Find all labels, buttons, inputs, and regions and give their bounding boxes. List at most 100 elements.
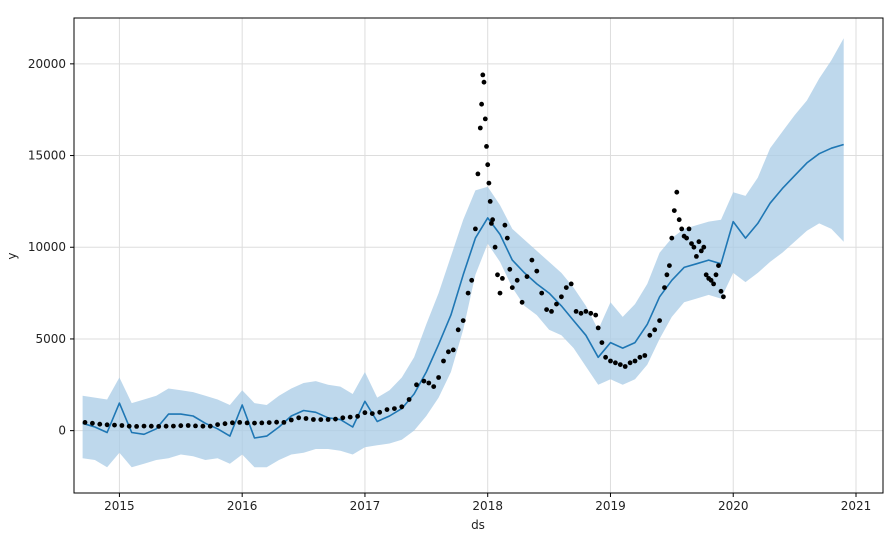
observed-point bbox=[482, 116, 488, 122]
observed-point bbox=[563, 285, 569, 290]
observed-point bbox=[689, 241, 694, 247]
observed-point bbox=[694, 254, 699, 259]
observed-point bbox=[504, 235, 510, 241]
observed-point bbox=[674, 189, 680, 195]
observed-point bbox=[244, 420, 250, 426]
observed-point bbox=[622, 364, 628, 369]
observed-point bbox=[484, 144, 489, 149]
observed-point bbox=[185, 423, 191, 428]
x-tick-label-2021: 2021 bbox=[841, 499, 872, 513]
x-tick-label-2019: 2019 bbox=[595, 499, 626, 513]
observed-point bbox=[406, 397, 412, 402]
observed-point bbox=[274, 419, 279, 425]
observed-point bbox=[642, 353, 648, 358]
observed-point bbox=[230, 420, 235, 426]
observed-point bbox=[325, 417, 331, 422]
observed-point bbox=[669, 235, 675, 241]
observed-point bbox=[119, 423, 125, 428]
observed-point bbox=[652, 327, 658, 333]
observed-point bbox=[455, 327, 461, 333]
observed-point bbox=[559, 294, 564, 300]
observed-point bbox=[588, 310, 594, 316]
observed-point bbox=[603, 354, 608, 360]
observed-point bbox=[222, 421, 228, 427]
observed-point bbox=[215, 422, 221, 427]
observed-point bbox=[696, 239, 702, 245]
observed-point bbox=[384, 407, 390, 412]
observed-point bbox=[500, 276, 505, 281]
plot-frame bbox=[73, 17, 884, 494]
observed-point bbox=[718, 288, 724, 294]
observed-point bbox=[426, 380, 432, 386]
x-tick-label-2016: 2016 bbox=[227, 499, 258, 513]
y-axis-ticks: 0 5000 10000 15000 20000 bbox=[28, 57, 74, 438]
observed-point bbox=[392, 406, 397, 411]
observed-point bbox=[485, 162, 491, 168]
uncertainty-band bbox=[82, 38, 844, 468]
observed-point bbox=[713, 272, 719, 278]
observed-point bbox=[446, 349, 451, 355]
observed-point bbox=[487, 199, 493, 204]
observed-point bbox=[200, 423, 206, 429]
observed-point bbox=[667, 263, 672, 268]
observed-point bbox=[686, 226, 692, 232]
observed-point bbox=[647, 332, 653, 338]
y-tick-label-15000: 15000 bbox=[28, 149, 66, 163]
y-tick-label-0: 0 bbox=[58, 424, 66, 438]
observed-point bbox=[296, 415, 302, 421]
observed-point bbox=[436, 375, 441, 380]
observed-point bbox=[524, 274, 530, 279]
observed-point bbox=[369, 411, 375, 416]
observed-point bbox=[539, 290, 545, 296]
observed-point bbox=[156, 424, 162, 429]
observed-point bbox=[237, 420, 243, 425]
observed-point bbox=[460, 318, 466, 323]
y-tick-label-10000: 10000 bbox=[28, 240, 66, 254]
observed-point bbox=[421, 378, 427, 384]
observed-point bbox=[303, 416, 309, 421]
observed-point bbox=[207, 423, 213, 429]
observed-point bbox=[163, 423, 169, 429]
y-axis-label: y bbox=[5, 252, 19, 259]
observed-point bbox=[90, 420, 95, 426]
observed-point bbox=[492, 244, 498, 250]
observed-point bbox=[613, 360, 618, 366]
observed-point bbox=[507, 266, 513, 272]
y-tick-label-20000: 20000 bbox=[28, 57, 66, 71]
observed-point bbox=[568, 281, 574, 287]
observed-point bbox=[362, 410, 368, 416]
observed-point bbox=[514, 277, 520, 283]
observed-point bbox=[377, 409, 383, 415]
observed-point bbox=[595, 325, 601, 331]
observed-point bbox=[716, 263, 721, 268]
observed-point bbox=[578, 310, 584, 316]
observed-point bbox=[441, 358, 446, 364]
observed-point bbox=[347, 414, 353, 420]
observed-point bbox=[664, 272, 670, 278]
observed-point bbox=[481, 79, 487, 85]
observed-point bbox=[495, 272, 500, 278]
observed-point bbox=[473, 226, 478, 232]
observed-point bbox=[534, 268, 540, 274]
observed-point bbox=[475, 171, 481, 177]
x-tick-label-2017: 2017 bbox=[350, 499, 381, 513]
observed-point bbox=[662, 285, 667, 290]
y-tick-label-5000: 5000 bbox=[35, 332, 66, 346]
observed-point bbox=[490, 217, 495, 223]
observed-point bbox=[318, 417, 324, 422]
observed-point bbox=[399, 404, 405, 410]
observed-point bbox=[627, 360, 633, 366]
uncertainty-interval-area bbox=[82, 38, 844, 468]
observed-point bbox=[698, 248, 704, 254]
observed-point bbox=[676, 217, 682, 223]
observed-point bbox=[340, 415, 346, 421]
observed-point bbox=[671, 208, 677, 214]
observed-point bbox=[708, 277, 714, 283]
observed-point bbox=[450, 347, 456, 353]
observed-point bbox=[178, 423, 184, 429]
observed-point bbox=[82, 420, 88, 425]
observed-point bbox=[252, 420, 257, 426]
observed-point bbox=[311, 417, 316, 422]
observed-point bbox=[599, 340, 605, 345]
x-axis-label: ds bbox=[471, 518, 485, 532]
